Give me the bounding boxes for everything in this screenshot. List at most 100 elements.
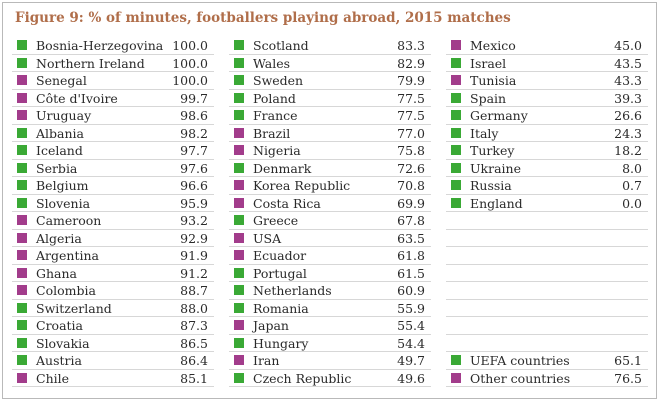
other-marker	[234, 320, 244, 330]
percent-value: 86.5	[180, 335, 208, 351]
uefa-marker	[17, 40, 27, 50]
table-row	[446, 265, 648, 282]
other-marker	[17, 75, 27, 85]
uefa-marker	[234, 285, 244, 295]
table-row: Wales 82.9	[229, 55, 431, 72]
country-name: Ghana	[36, 265, 77, 281]
percent-value: 43.3	[614, 73, 642, 88]
table-column-2: Scotland 83.3 Wales 82.9 Sweden 79.9 Poland 77.…	[229, 37, 431, 387]
percent-value: 83.3	[397, 38, 425, 53]
country-name: Mexico	[470, 38, 516, 53]
table-row: Other countries 76.5	[446, 370, 648, 387]
country-name: Czech Republic	[253, 370, 352, 386]
percent-value: 99.7	[180, 90, 208, 106]
other-marker	[17, 285, 27, 295]
country-name: Argentina	[36, 248, 99, 263]
percent-value: 0.7	[622, 178, 642, 193]
table-column-3: Mexico 45.0 Israel 43.5 Tunisia 43.3 Spain 39.3…	[446, 37, 648, 387]
table-row: Scotland 83.3	[229, 37, 431, 55]
table-row: Ukraine 8.0	[446, 160, 648, 177]
uefa-marker	[451, 145, 461, 155]
percent-value: 85.1	[180, 370, 208, 386]
uefa-marker	[17, 180, 27, 190]
table-row: Hungary 54.4	[229, 335, 431, 352]
percent-value: 100.0	[172, 73, 208, 88]
country-name: Austria	[36, 353, 82, 368]
country-name: Iceland	[36, 143, 83, 158]
other-marker	[234, 355, 244, 365]
other-marker	[234, 232, 244, 243]
country-name: Greece	[253, 213, 299, 228]
table-row	[446, 230, 648, 247]
country-name: Croatia	[36, 318, 83, 333]
percent-value: 100.0	[172, 38, 208, 53]
country-name: Iran	[253, 353, 280, 368]
country-name: Spain	[470, 90, 507, 106]
country-name: USA	[253, 230, 282, 246]
table-row: Italy 24.3	[446, 125, 648, 142]
table-row: Argentina 91.9	[12, 247, 214, 265]
percent-value: 8.0	[622, 160, 642, 176]
table-row: Spain 39.3	[446, 90, 648, 107]
percent-value: 92.9	[180, 230, 208, 246]
figure-frame: Figure 9: % of minutes, footballers play…	[2, 2, 657, 399]
table-row: Bosnia-Herzegovina 100.0	[12, 37, 214, 55]
uefa-marker	[17, 302, 27, 313]
table-row: France 77.5	[229, 107, 431, 125]
table-row: Costa Rica 69.9	[229, 195, 431, 212]
table-row: Russia 0.7	[446, 177, 648, 195]
table-row: Israel 43.5	[446, 55, 648, 72]
other-marker	[17, 372, 27, 383]
percent-value: 97.7	[180, 143, 208, 158]
percent-value: 77.0	[397, 125, 425, 141]
table-row: Tunisia 43.3	[446, 72, 648, 90]
uefa-marker	[451, 92, 461, 103]
uefa-marker	[234, 337, 244, 348]
table-row: Slovenia 95.9	[12, 195, 214, 212]
percent-value: 60.9	[397, 283, 425, 298]
other-marker	[17, 110, 27, 120]
country-name: Brazil	[253, 125, 291, 141]
other-marker	[234, 127, 244, 138]
table-row: Brazil 77.0	[229, 125, 431, 142]
table-column-1: Bosnia-Herzegovina 100.0 Northern Ireland 1…	[12, 37, 214, 387]
country-name: Scotland	[253, 38, 309, 53]
uefa-marker	[234, 40, 244, 50]
table-row: Portugal 61.5	[229, 265, 431, 282]
percent-value: 88.0	[180, 300, 208, 316]
uefa-marker	[234, 215, 244, 225]
percent-value: 75.8	[397, 143, 425, 158]
percent-value: 72.6	[397, 160, 425, 176]
table-row: Nigeria 75.8	[229, 142, 431, 160]
country-name: Russia	[470, 178, 512, 193]
table-row: Chile 85.1	[12, 370, 214, 387]
table-row: Sweden 79.9	[229, 72, 431, 90]
table-row: Korea Republic 70.8	[229, 177, 431, 195]
country-name: Wales	[253, 55, 291, 71]
country-name: Colombia	[36, 283, 96, 298]
percent-value: 77.5	[397, 90, 425, 106]
table-row: USA 63.5	[229, 230, 431, 247]
percent-value: 95.9	[180, 195, 208, 211]
uefa-marker	[234, 267, 244, 278]
country-name: Algeria	[36, 230, 82, 246]
country-name: Tunisia	[470, 73, 517, 88]
percent-value: 49.6	[397, 370, 425, 386]
country-name: Japan	[253, 318, 289, 333]
uefa-marker	[17, 57, 27, 68]
uefa-marker	[451, 162, 461, 173]
country-name: Belgium	[36, 178, 89, 193]
percent-value: 82.9	[397, 55, 425, 71]
uefa-marker	[17, 355, 27, 365]
other-marker	[17, 250, 27, 260]
other-marker	[17, 215, 27, 225]
other-marker	[234, 145, 244, 155]
other-marker	[451, 372, 461, 383]
country-name: Ukraine	[470, 160, 521, 176]
country-name: Switzerland	[36, 300, 112, 316]
table-row	[446, 247, 648, 265]
uefa-marker	[234, 57, 244, 68]
percent-value: 88.7	[180, 283, 208, 298]
uefa-marker	[451, 57, 461, 68]
country-name: Other countries	[470, 370, 571, 386]
